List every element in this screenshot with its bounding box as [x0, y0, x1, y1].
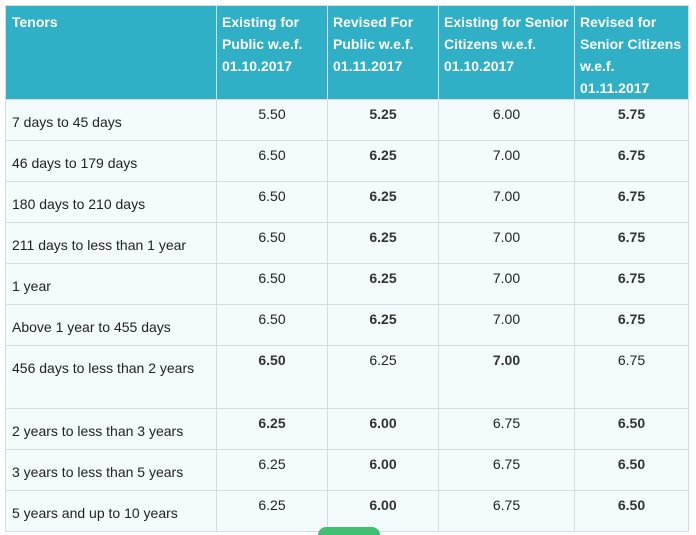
table-row: 180 days to 210 days 6.50 6.25 7.00 6.75	[5, 181, 689, 223]
table-row: 7 days to 45 days 5.50 5.25 6.00 5.75	[5, 99, 689, 141]
rate-cell: 6.50	[574, 490, 689, 532]
rate-cell: 6.25	[216, 490, 328, 532]
rate-cell: 6.75	[574, 263, 689, 305]
rate-cell: 6.25	[327, 345, 439, 409]
rate-cell: 6.50	[216, 140, 328, 182]
floating-tab[interactable]	[318, 527, 380, 535]
header-revised-public: Revised For Public w.e.f. 01.11.2017	[327, 5, 439, 100]
table-row: 1 year 6.50 6.25 7.00 6.75	[5, 263, 689, 305]
rate-cell: 6.25	[327, 222, 439, 264]
header-revised-senior: Revised for Senior Citizens w.e.f. 01.11…	[574, 5, 689, 100]
header-existing-senior: Existing for Senior Citizens w.e.f. 01.1…	[438, 5, 575, 100]
rate-cell: 6.00	[327, 449, 439, 491]
rate-cell: 6.75	[438, 408, 575, 450]
header-existing-public: Existing for Public w.e.f. 01.10.2017	[216, 5, 328, 100]
table-row: 456 days to less than 2 years 6.50 6.25 7.0…	[5, 345, 689, 409]
tenor-cell: 7 days to 45 days	[5, 99, 217, 141]
tenor-cell: 180 days to 210 days	[5, 181, 217, 223]
rate-cell: 6.75	[574, 304, 689, 346]
rate-cell: 7.00	[438, 345, 575, 409]
table-row: 2 years to less than 3 years 6.25 6.00 6.75…	[5, 408, 689, 450]
tenor-cell: 2 years to less than 3 years	[5, 408, 217, 450]
rate-cell: 6.25	[216, 449, 328, 491]
tenor-cell: 46 days to 179 days	[5, 140, 217, 182]
tenor-cell: 1 year	[5, 263, 217, 305]
table-row: 5 years and up to 10 years 6.25 6.00 6.75 6.…	[5, 490, 689, 532]
rate-cell: 7.00	[438, 181, 575, 223]
rate-cell: 5.25	[327, 99, 439, 141]
table-row: 211 days to less than 1 year 6.50 6.25 7.00…	[5, 222, 689, 264]
rate-cell: 6.25	[327, 181, 439, 223]
rate-cell: 6.50	[216, 263, 328, 305]
rate-cell: 6.75	[574, 222, 689, 264]
rate-cell: 6.25	[327, 304, 439, 346]
table-row: Above 1 year to 455 days 6.50 6.25 7.00 6.75	[5, 304, 689, 346]
rate-cell: 6.50	[574, 408, 689, 450]
rate-cell: 5.50	[216, 99, 328, 141]
rate-cell: 5.75	[574, 99, 689, 141]
rate-cell: 6.50	[216, 222, 328, 264]
rate-cell: 6.75	[438, 449, 575, 491]
header-row: Tenors Existing for Public w.e.f. 01.10.…	[5, 5, 689, 100]
rate-cell: 7.00	[438, 222, 575, 264]
tenor-cell: 211 days to less than 1 year	[5, 222, 217, 264]
tenor-cell: 5 years and up to 10 years	[5, 490, 217, 532]
rate-cell: 6.75	[574, 140, 689, 182]
rate-cell: 6.75	[574, 345, 689, 409]
interest-rate-table: Tenors Existing for Public w.e.f. 01.10.…	[5, 5, 689, 532]
rate-cell: 6.25	[327, 140, 439, 182]
table-row: 3 years to less than 5 years 6.25 6.00 6.75…	[5, 449, 689, 491]
rate-cell: 6.25	[327, 263, 439, 305]
rate-cell: 6.75	[438, 490, 575, 532]
tenor-cell: 456 days to less than 2 years	[5, 345, 217, 409]
tenor-cell: 3 years to less than 5 years	[5, 449, 217, 491]
rate-cell: 7.00	[438, 140, 575, 182]
header-tenors: Tenors	[5, 5, 217, 100]
rate-cell: 6.50	[216, 181, 328, 223]
rate-cell: 6.50	[216, 304, 328, 346]
rate-cell: 6.00	[438, 99, 575, 141]
table-body: 7 days to 45 days 5.50 5.25 6.00 5.75 46 days…	[5, 99, 689, 532]
rate-cell: 6.75	[574, 181, 689, 223]
rate-cell: 6.25	[216, 408, 328, 450]
rate-cell: 6.00	[327, 408, 439, 450]
table-row: 46 days to 179 days 6.50 6.25 7.00 6.75	[5, 140, 689, 182]
rate-cell: 6.50	[216, 345, 328, 409]
rate-cell: 6.50	[574, 449, 689, 491]
tenor-cell: Above 1 year to 455 days	[5, 304, 217, 346]
rate-cell: 7.00	[438, 304, 575, 346]
rate-cell: 7.00	[438, 263, 575, 305]
rate-cell: 6.00	[327, 490, 439, 532]
